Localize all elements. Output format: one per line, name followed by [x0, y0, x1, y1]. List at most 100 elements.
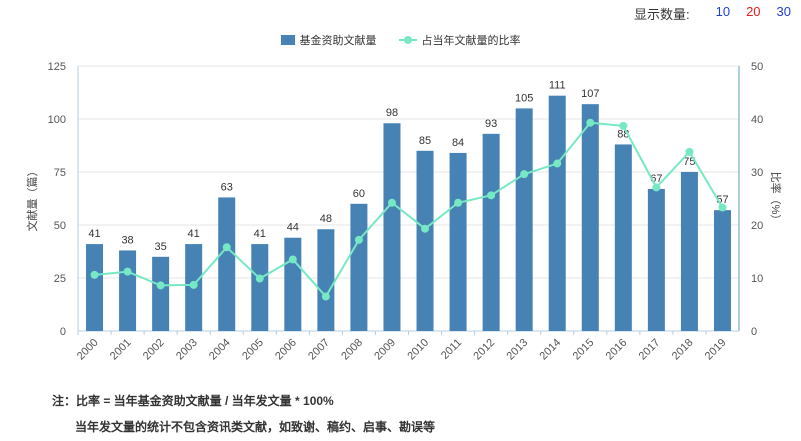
left-axis-title: 文献量（篇）: [25, 166, 39, 232]
bar-value-label: 35: [155, 241, 167, 253]
x-tick-label: 2007: [306, 337, 332, 363]
x-tick-label: 2005: [240, 337, 266, 363]
ratio-point-2007: [321, 292, 330, 301]
x-tick-label: 2011: [439, 337, 464, 362]
display-count-selector: 显示数量: 10 20 30: [634, 4, 791, 23]
left-tick-label: 75: [54, 167, 66, 179]
ratio-point-2014: [553, 159, 562, 168]
x-tick-label: 2018: [670, 337, 696, 363]
ratio-line: [94, 121, 724, 299]
left-tick-label: 50: [54, 220, 66, 232]
ratio-point-2002: [156, 281, 165, 290]
bar-value-label: 75: [683, 156, 695, 168]
ratio-point-2019: [718, 203, 727, 212]
right-tick-label: 10: [751, 273, 763, 285]
x-tick-label: 2000: [75, 337, 101, 363]
x-tick-label: 2019: [703, 337, 729, 363]
left-tick-label: 125: [48, 61, 66, 73]
ratio-point-2018: [685, 147, 694, 156]
bar-2016: [614, 144, 632, 331]
bar-value-label: 107: [581, 88, 599, 100]
bar-value-label: 38: [121, 234, 133, 246]
x-tick-label: 2013: [504, 337, 530, 363]
line-series-swatch: [398, 35, 417, 45]
ratio-point-2004: [222, 243, 231, 252]
bar-value-label: 84: [452, 137, 464, 149]
ratio-point-2010: [421, 224, 430, 233]
ratio-point-2017: [652, 183, 661, 192]
ratio-point-2013: [520, 170, 529, 179]
display-count-label: 显示数量:: [633, 7, 690, 22]
display-count-option-20[interactable]: 20: [746, 4, 761, 19]
legend-item-bar-series[interactable]: 基金资助文献量: [280, 32, 377, 48]
bar-value-label: 105: [515, 92, 533, 104]
ratio-point-2003: [189, 280, 198, 289]
x-tick-label: 2004: [207, 337, 233, 363]
right-tick-label: 50: [751, 61, 763, 73]
bar-2004: [218, 197, 236, 331]
x-tick-label: 2001: [108, 337, 134, 363]
ratio-point-2006: [288, 255, 297, 264]
footnote-exclusion: 当年发文量的统计不包含资讯类文献，如致谢、稿约、启事、勘误等: [75, 420, 436, 434]
bar-value-label: 93: [485, 118, 497, 130]
display-count-option-10[interactable]: 10: [715, 4, 731, 19]
chart-legend: 基金资助文献量 占当年文献量的比率: [0, 32, 801, 48]
ratio-point-2008: [354, 235, 363, 244]
display-count-option-30[interactable]: 30: [776, 4, 791, 19]
x-tick-label: 2002: [141, 337, 167, 363]
ratio-point-2011: [454, 198, 463, 207]
bar-2012: [482, 133, 500, 331]
footnote-ratio: 注：比率 = 当年基金资助文献量 / 当年发文量 * 100%: [52, 394, 334, 408]
x-tick-label: 2010: [405, 337, 431, 363]
bar-value-label: 44: [287, 222, 299, 234]
x-tick-label: 2016: [604, 337, 630, 363]
bar-2013: [515, 108, 533, 332]
bar-value-label: 41: [254, 228, 266, 240]
bar-2010: [416, 150, 434, 331]
bar-value-label: 41: [88, 228, 100, 240]
ratio-point-2015: [586, 118, 595, 127]
ratio-point-2009: [387, 198, 396, 207]
bar-2019: [713, 210, 731, 331]
x-tick-label: 2008: [339, 337, 365, 363]
bar-2011: [449, 152, 467, 331]
bar-value-label: 85: [419, 135, 431, 147]
bar-2015: [581, 104, 599, 331]
bar-2009: [383, 123, 401, 332]
x-tick-label: 2006: [273, 337, 299, 363]
bar-2001: [119, 250, 137, 331]
right-tick-label: 20: [751, 220, 763, 232]
ratio-point-2001: [123, 267, 132, 276]
x-tick-label: 2017: [637, 337, 663, 363]
bar-2018: [680, 172, 698, 331]
bar-value-label: 48: [320, 213, 332, 225]
legend-bar-label: 基金资助文献量: [299, 35, 377, 47]
bar-2005: [251, 244, 269, 331]
bar-2014: [548, 95, 566, 332]
bar-2000: [86, 244, 104, 331]
x-tick-label: 2015: [571, 337, 597, 363]
ratio-point-2016: [619, 121, 628, 130]
right-tick-label: 0: [751, 326, 757, 338]
ratio-point-2000: [90, 270, 99, 279]
left-tick-label: 100: [48, 114, 66, 126]
x-tick-label: 2009: [372, 337, 398, 363]
bar-2006: [284, 237, 302, 331]
bar-value-label: 60: [353, 188, 365, 200]
left-tick-label: 0: [60, 326, 66, 338]
bar-value-label: 111: [549, 80, 566, 92]
legend-item-line-series[interactable]: 占当年文献量的比率: [398, 32, 521, 48]
ratio-point-2005: [255, 274, 264, 283]
right-tick-label: 40: [751, 114, 763, 126]
left-tick-label: 25: [54, 273, 66, 285]
bar-value-label: 41: [188, 228, 200, 240]
right-axis-title: 比率（%）: [769, 172, 783, 226]
bar-2017: [647, 188, 665, 331]
bar-value-label: 63: [221, 181, 233, 193]
x-tick-label: 2003: [174, 337, 200, 363]
x-tick-label: 2014: [538, 337, 564, 363]
right-tick-label: 30: [751, 167, 763, 179]
x-tick-label: 2012: [471, 337, 497, 363]
legend-line-label: 占当年文献量的比率: [421, 35, 521, 47]
